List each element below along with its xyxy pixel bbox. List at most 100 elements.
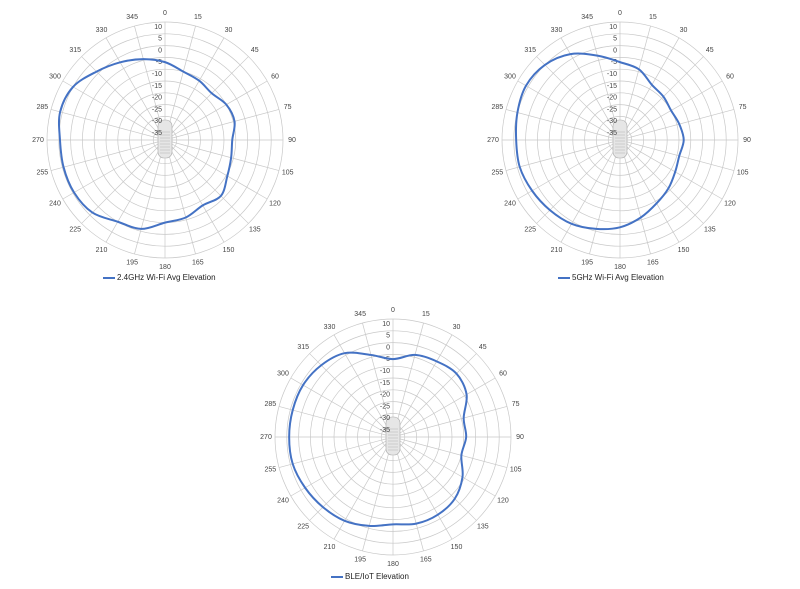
r-tick-label: -15 bbox=[380, 380, 390, 387]
spoke bbox=[105, 37, 166, 141]
spoke bbox=[392, 436, 496, 497]
angle-label: 45 bbox=[251, 47, 259, 54]
angle-label: 330 bbox=[96, 27, 108, 34]
spoke bbox=[164, 139, 249, 224]
spoke bbox=[81, 56, 166, 141]
angle-label: 315 bbox=[69, 47, 81, 54]
angle-label: 180 bbox=[159, 264, 171, 271]
angle-label: 0 bbox=[391, 307, 395, 314]
series-line bbox=[57, 58, 236, 230]
angle-label: 90 bbox=[743, 137, 751, 144]
r-tick-label: 5 bbox=[613, 36, 617, 43]
legend-label: 5GHz Wi-Fi Avg Elevation bbox=[572, 273, 664, 282]
spoke bbox=[362, 322, 394, 438]
r-tick-label: 10 bbox=[609, 24, 617, 31]
spoke bbox=[619, 139, 651, 255]
r-tick-label: 10 bbox=[154, 24, 162, 31]
angle-label: 45 bbox=[479, 344, 487, 351]
r-tick-label: -35 bbox=[380, 427, 390, 434]
r-tick-label: -25 bbox=[152, 106, 162, 113]
spoke bbox=[392, 406, 508, 438]
angle-label: 15 bbox=[422, 311, 430, 318]
angle-label: 345 bbox=[581, 14, 593, 21]
angle-label: 195 bbox=[126, 260, 138, 267]
angle-label: 240 bbox=[504, 200, 516, 207]
spoke bbox=[50, 109, 166, 141]
angle-label: 180 bbox=[387, 561, 399, 568]
angle-label: 270 bbox=[32, 137, 44, 144]
r-tick-label: -5 bbox=[611, 59, 617, 66]
r-tick-label: -25 bbox=[607, 106, 617, 113]
device bbox=[612, 119, 628, 159]
spoke bbox=[164, 37, 225, 141]
angle-label: 330 bbox=[551, 27, 563, 34]
spoke bbox=[392, 436, 453, 540]
spoke bbox=[589, 139, 621, 255]
spoke bbox=[362, 436, 394, 552]
angle-label: 135 bbox=[704, 227, 716, 234]
angle-label: 165 bbox=[192, 260, 204, 267]
spoke bbox=[619, 37, 680, 141]
angle-label: 105 bbox=[282, 170, 294, 177]
r-tick-label: -30 bbox=[152, 118, 162, 125]
angle-label: 165 bbox=[420, 557, 432, 564]
r-tick-label: -5 bbox=[156, 59, 162, 66]
spoke bbox=[62, 80, 166, 141]
angle-label: 285 bbox=[264, 401, 276, 408]
spoke bbox=[392, 436, 477, 521]
r-tick-label: -10 bbox=[152, 71, 162, 78]
spoke bbox=[536, 56, 621, 141]
angle-label: 210 bbox=[551, 247, 563, 254]
spoke bbox=[392, 377, 496, 438]
angle-label: 300 bbox=[49, 73, 61, 80]
angle-label: 150 bbox=[678, 247, 690, 254]
spoke bbox=[619, 139, 723, 200]
angle-label: 120 bbox=[269, 200, 281, 207]
spoke bbox=[290, 377, 394, 438]
spoke bbox=[164, 139, 268, 200]
angle-label: 165 bbox=[647, 260, 659, 267]
r-tick-label: 0 bbox=[613, 47, 617, 54]
spoke bbox=[164, 80, 268, 141]
r-tick-label: -30 bbox=[380, 415, 390, 422]
angle-label: 255 bbox=[264, 467, 276, 474]
angle-label: 60 bbox=[726, 73, 734, 80]
angle-label: 240 bbox=[277, 497, 289, 504]
angle-label: 30 bbox=[225, 27, 233, 34]
angle-label: 195 bbox=[581, 260, 593, 267]
angle-label: 285 bbox=[36, 104, 48, 111]
device bbox=[157, 119, 173, 159]
series-line bbox=[288, 351, 468, 528]
spoke bbox=[589, 25, 621, 141]
r-tick-label: -10 bbox=[607, 71, 617, 78]
angle-label: 345 bbox=[126, 14, 138, 21]
angle-label: 225 bbox=[524, 227, 536, 234]
angle-label: 75 bbox=[284, 104, 292, 111]
angle-label: 30 bbox=[453, 324, 461, 331]
angle-label: 150 bbox=[451, 544, 463, 551]
angle-label: 75 bbox=[739, 104, 747, 111]
spoke bbox=[505, 139, 621, 171]
spoke bbox=[560, 139, 621, 243]
r-tick-label: -35 bbox=[607, 130, 617, 137]
legend-label: BLE/IoT Elevation bbox=[345, 572, 409, 581]
angle-label: 30 bbox=[680, 27, 688, 34]
angle-label: 135 bbox=[477, 524, 489, 531]
angle-label: 345 bbox=[354, 311, 366, 318]
device bbox=[385, 416, 401, 456]
spoke bbox=[81, 139, 166, 224]
spoke bbox=[392, 353, 477, 438]
spoke bbox=[164, 139, 280, 171]
spoke bbox=[164, 56, 249, 141]
spoke bbox=[105, 139, 166, 243]
spoke bbox=[619, 139, 704, 224]
spoke bbox=[290, 436, 394, 497]
spoke bbox=[392, 436, 508, 468]
angle-label: 300 bbox=[504, 73, 516, 80]
r-tick-label: -10 bbox=[380, 368, 390, 375]
angle-label: 15 bbox=[649, 14, 657, 21]
r-tick-label: -15 bbox=[607, 83, 617, 90]
angle-label: 255 bbox=[491, 170, 503, 177]
angle-label: 270 bbox=[487, 137, 499, 144]
